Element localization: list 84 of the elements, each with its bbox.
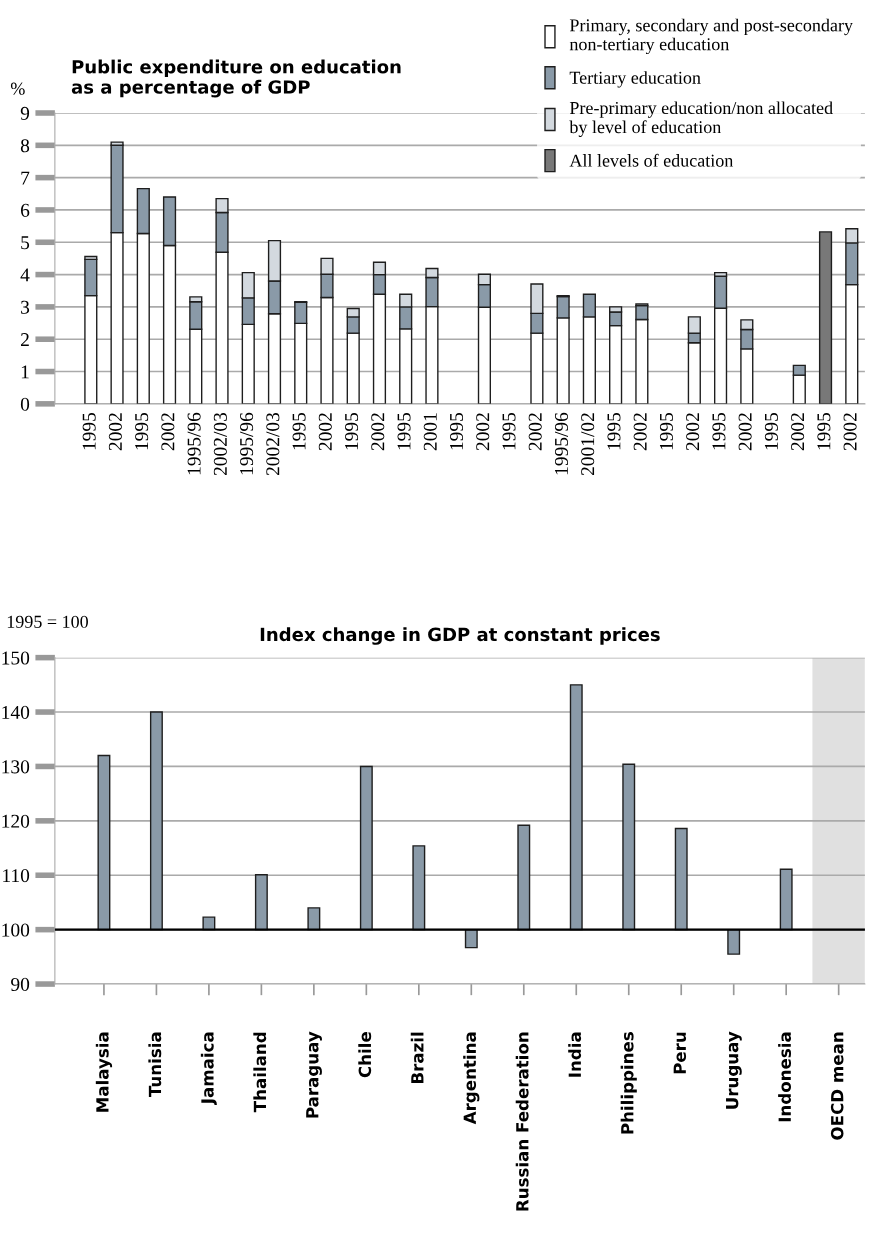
x-tick-label: Thailand [253, 1032, 267, 1113]
x-tick-label: Malaysia [95, 1032, 113, 1112]
bar [359, 765, 373, 931]
x-tick-label: 1995 [345, 412, 359, 450]
x-tick-label: 2002 [686, 413, 700, 451]
y-tick-label: 1 [21, 365, 29, 379]
x-tick-label: OECD mean [830, 1032, 844, 1140]
x-tick-label: 1995 [135, 412, 149, 450]
y-tick-label: 3 [21, 300, 30, 314]
y-tick-label: 6 [20, 203, 30, 217]
x-tick-label: 1995 [764, 412, 778, 450]
x-tick-label: 2002 [791, 413, 805, 451]
y-tick-label: 9 [20, 106, 30, 120]
y-tick-label: 7 [21, 171, 30, 185]
y-tick-label: 2 [21, 333, 29, 346]
y-tick-label: 5 [21, 236, 30, 250]
x-tick-label: Chile [358, 1032, 372, 1078]
x-tick-label: 2002/03 [266, 412, 280, 476]
bar [97, 754, 111, 931]
y-tick-label: 0 [20, 397, 30, 411]
legend-label: Pre-primary education/non allocated by level of education [569, 101, 833, 137]
x-tick-label: 2002 [318, 413, 332, 451]
bar [412, 845, 426, 931]
x-tick-label: 1995 [502, 412, 516, 450]
y-tick-label: 130 [2, 760, 30, 774]
bar [727, 928, 741, 955]
bar [307, 907, 321, 931]
x-tick-label: India [568, 1032, 582, 1077]
x-tick-label: 2002 [738, 413, 752, 451]
bar [779, 868, 793, 931]
y-tick-label: 150 [2, 651, 30, 665]
bar [149, 711, 163, 931]
bar [254, 874, 268, 931]
x-tick-label: 1995 [292, 412, 306, 450]
chart-title: Index change in GDP at constant prices [260, 627, 660, 645]
x-tick-label: 2001 [423, 413, 437, 451]
x-tick-label: 1995/96 [240, 412, 254, 475]
x-tick-label: Peru [673, 1032, 687, 1074]
x-tick-label: 2002 [371, 413, 385, 451]
x-tick-label: Jamaica [200, 1032, 217, 1106]
x-tick-label: 2002/03 [213, 412, 227, 476]
y-tick-label: 4 [20, 268, 30, 282]
x-tick-label: 1995 [659, 412, 673, 450]
legend-label: Primary, secondary and post-secondary non-tertiary education [569, 18, 853, 55]
x-tick-label: 1995/96 [187, 412, 201, 475]
y-tick-label: 110 [3, 869, 30, 883]
x-tick-label: Paraguay [306, 1031, 322, 1118]
x-tick-label: 2002 [633, 413, 647, 451]
legend-label: All levels of education [569, 153, 734, 167]
bar [674, 827, 688, 931]
y-axis-title: 1995 = 100 [7, 615, 88, 628]
y-tick-label: 8 [20, 139, 30, 153]
x-tick-label: Uruguay [726, 1031, 742, 1109]
bar [818, 231, 833, 404]
x-tick-label: 2002 [108, 413, 122, 451]
x-tick-label: 1995 [82, 412, 96, 450]
x-tick-label: 1995/96 [554, 412, 569, 475]
y-tick-label: 120 [2, 814, 30, 828]
y-tick-label: 100 [2, 923, 30, 937]
bar [202, 916, 216, 931]
x-tick-label: Tunisia [148, 1032, 162, 1098]
x-tick-label: 2002 [161, 413, 175, 451]
x-tick-label: Russian Federation [515, 1032, 529, 1211]
chart-title: Public expenditure on education as a percentage of GDP [71, 59, 401, 98]
legend-label: Tertiary education [569, 71, 701, 88]
y-tick-label: 140 [2, 705, 30, 719]
x-tick-label: Philippines [620, 1032, 637, 1134]
x-tick-label: Indonesia [778, 1032, 792, 1122]
y-tick-label: 90 [11, 977, 30, 991]
x-tick-label: 2002 [843, 413, 857, 451]
bar [517, 824, 531, 931]
x-tick-label: 2001/02 [581, 413, 595, 476]
x-tick-label: 2002 [528, 413, 542, 451]
x-tick-label: 1995 [817, 412, 831, 450]
bar [569, 684, 583, 931]
bar [622, 763, 636, 931]
x-tick-label: 1995 [397, 412, 411, 450]
x-tick-label: 1995 [607, 412, 621, 450]
y-axis-title: % [10, 82, 25, 95]
x-tick-label: 1995 [449, 412, 464, 450]
x-tick-label: Argentina [463, 1032, 480, 1125]
x-tick-label: 2002 [476, 413, 490, 451]
x-tick-label: Brazil [410, 1032, 424, 1084]
x-tick-label: 1995 [712, 412, 726, 450]
